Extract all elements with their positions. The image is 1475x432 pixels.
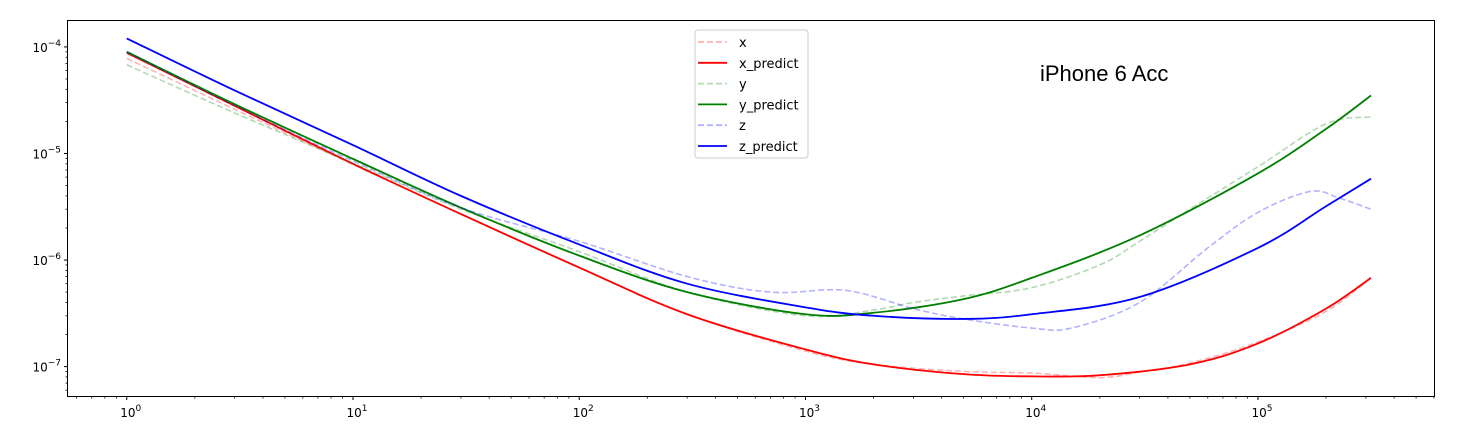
y-tick-label: 10−4 — [32, 39, 61, 55]
y-tick-label: 10−7 — [32, 359, 61, 375]
x-tick-label: 103 — [799, 404, 820, 420]
series-line-z — [126, 51, 1372, 332]
chart-annotation: iPhone 6 Acc — [1040, 61, 1168, 86]
x-tick-label: 104 — [1025, 404, 1046, 420]
legend-label-x: x — [739, 36, 747, 51]
y-tick-label: 10−5 — [32, 145, 61, 161]
series-line-y-predict — [126, 50, 1372, 317]
legend-label-x-predict: x_predict — [739, 57, 799, 72]
x-tick-label: 101 — [346, 404, 367, 420]
series-line-z-predict — [126, 37, 1372, 320]
series-line-y — [126, 64, 1372, 318]
legend-label-y: y — [739, 78, 747, 93]
series-layer — [126, 37, 1372, 379]
legend-label-y-predict: y_predict — [739, 98, 799, 113]
legend-label-z: z — [739, 119, 746, 134]
x-tick-label: 100 — [120, 404, 141, 420]
legend-label-z-predict: z_predict — [739, 140, 798, 155]
plot-frame — [67, 20, 1435, 397]
y-tick-label: 10−6 — [32, 252, 61, 268]
x-tick-label: 102 — [573, 404, 594, 420]
legend-box — [694, 29, 809, 159]
series-line-x-predict — [126, 52, 1372, 378]
x-tick-label: 105 — [1251, 404, 1272, 420]
axis-layer: 100 101 102 103 104 105 10−7 10−6 10−5 10−4 — [32, 39, 1435, 420]
